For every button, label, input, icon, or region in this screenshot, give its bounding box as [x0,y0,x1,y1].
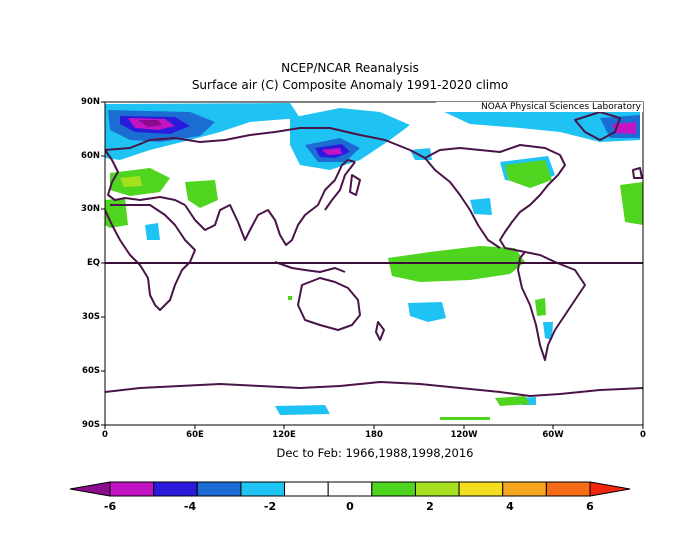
colorbar-swatch [414,481,460,497]
cold-anomaly-siberia-max [322,148,342,155]
colorbar-swatch [371,481,416,497]
colorbar-swatch [545,481,591,497]
colorbar-label: 6 [586,500,594,513]
colorbar-swatch [327,481,373,497]
warm-anomaly-canada-east [505,160,552,188]
warm-anomaly-antarctica [495,396,530,406]
colorbar-swatch [196,481,242,497]
x-tick-label: 0 [640,430,646,440]
x-tick-label: 0 [102,430,108,440]
colorbar-arrow-min [69,481,111,497]
x-tick-label: 60W [542,430,564,440]
y-tick-label: 30N [81,204,100,214]
colorbar-swatch [153,481,198,497]
x-tick-label: 180 [365,430,383,440]
coastlines [105,111,643,397]
colorbar-arrow-max [589,481,631,497]
warm-anomaly-middle-east [185,180,218,208]
colorbar-label: 4 [506,500,514,513]
colorbar-label: -6 [103,500,117,513]
anomaly-shading [105,103,643,420]
cold-anomaly-antarctic [275,405,330,415]
colorbar-swatch [502,481,547,497]
y-tick-label: 90N [81,97,100,107]
cold-anomaly-canada-arctic [440,104,640,142]
cold-anomaly-alaska [410,148,432,160]
colorbar-label: -2 [263,500,277,513]
warm-anomaly-europe-inner [120,176,142,187]
cold-anomaly-n-africa [145,223,160,240]
warm-anomaly-africa [105,198,128,228]
colorbar-swatch [284,481,329,497]
y-tick-label: 90S [82,420,100,430]
credit-label: NOAA Physical Sciences Laboratory [436,102,643,112]
colorbar-label: -4 [183,500,197,513]
cold-anomaly-scandinavia-peak [138,120,162,127]
map-subtitle: Surface air (C) Composite Anomaly 1991-2… [191,78,509,92]
y-tick-label: 30S [82,312,100,322]
colorbar-swatch [109,481,155,497]
colorbar [69,481,631,497]
period-label: Dec to Feb: 1966,1988,1998,2016 [276,446,474,460]
cold-anomaly-s-pacific [408,302,446,322]
colorbar-label: 2 [426,500,434,513]
y-tick-label: 60S [82,366,100,376]
warm-anomaly-australia [288,296,292,300]
warm-anomaly-s-america [535,298,546,316]
warm-anomaly-antarctica-2 [440,417,490,420]
y-tick-label: EQ [86,258,100,268]
x-tick-label: 60E [186,430,204,440]
x-tick-label: 120W [450,430,478,440]
y-tick-label: 60N [81,151,100,161]
colorbar-swatch [458,481,504,497]
colorbar-swatch [240,481,286,497]
colorbar-label: 0 [346,500,354,513]
cold-anomaly-us-south [470,198,492,215]
cold-anomaly-argentina [543,322,553,340]
map-title: NCEP/NCAR Reanalysis [281,61,419,75]
warm-anomaly-n-atlantic [620,182,643,225]
axis-ticks [101,101,644,429]
x-tick-label: 120E [272,430,296,440]
